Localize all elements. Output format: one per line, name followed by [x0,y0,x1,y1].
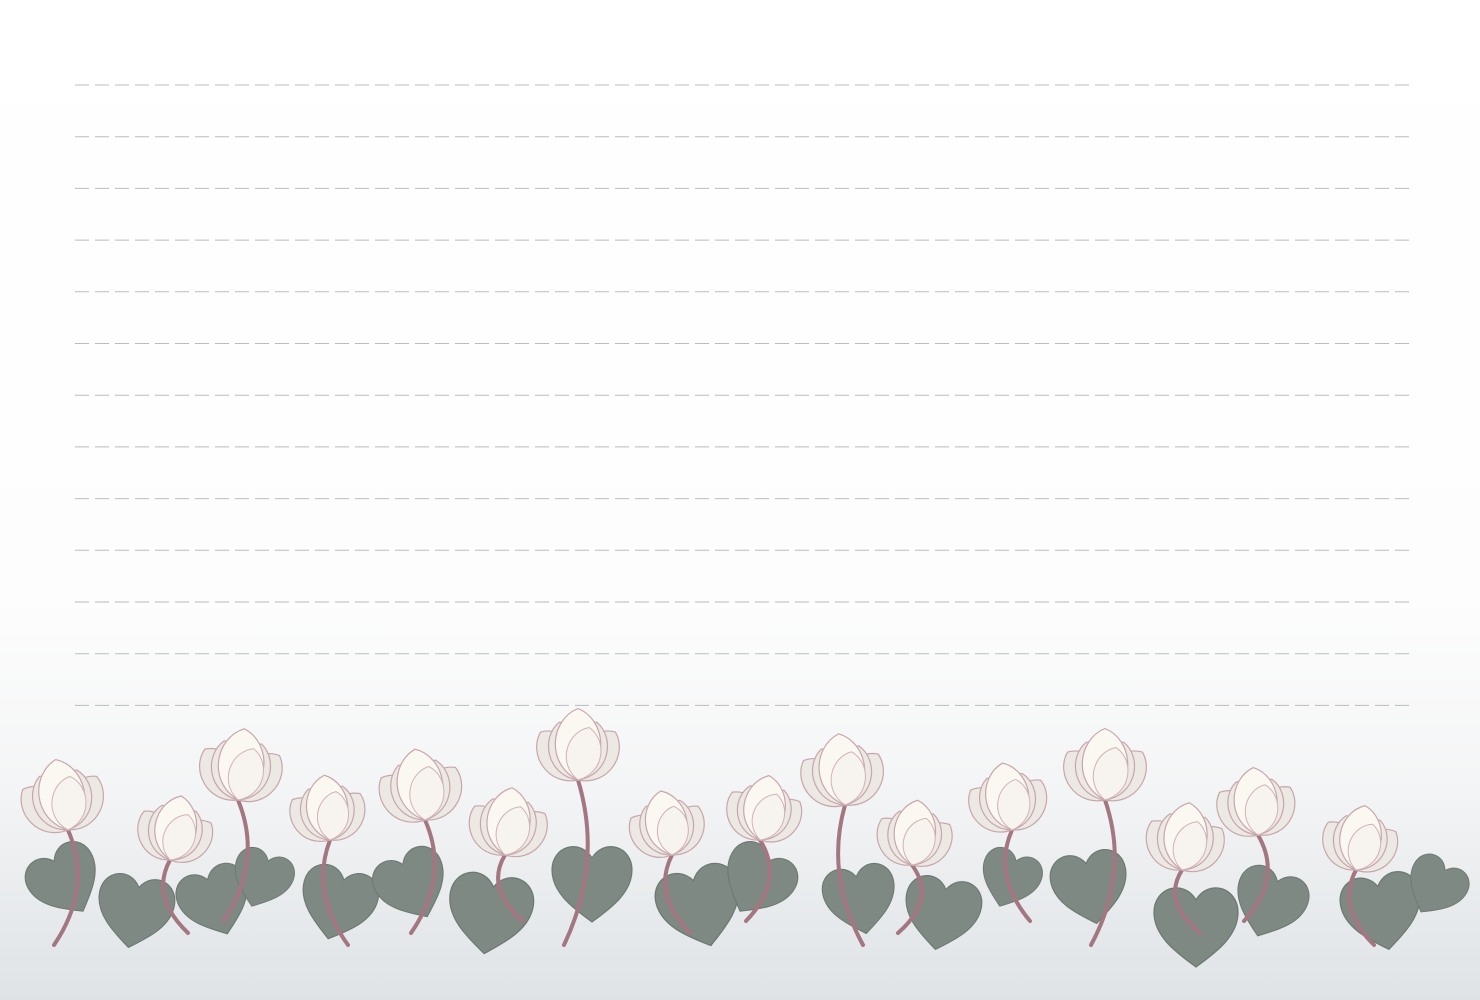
leaf [982,846,1043,907]
flower [1322,804,1399,873]
petal [162,814,197,861]
flower [876,799,953,867]
petal [227,748,264,801]
flower [800,733,884,808]
petal [830,751,866,806]
flowers [20,707,1399,873]
flower [1145,802,1225,873]
leaf [234,846,295,907]
stem [1089,798,1117,947]
ruled-lines [75,84,1412,706]
flower [726,774,803,843]
flower [289,774,366,842]
petal [495,806,531,856]
petal [409,765,445,821]
leaf [1237,864,1310,937]
petal [997,778,1031,831]
stem [496,853,525,923]
stem [896,863,924,935]
petal [1347,823,1382,871]
leaf [654,862,740,947]
petal [51,775,87,831]
petal [902,817,936,866]
flower [628,790,705,858]
flower [468,787,548,858]
stems [52,778,1376,947]
leaf [372,845,444,918]
petal [1244,784,1279,836]
petal [656,805,689,856]
stem [663,853,692,935]
stem [1173,868,1202,935]
flower [968,762,1048,833]
petal [1092,747,1129,801]
stem [409,818,437,935]
stem [161,858,190,935]
leaf [1410,853,1470,913]
leaf [449,871,535,955]
stem [321,838,350,947]
flower [20,758,105,834]
leaf [98,873,176,949]
flower [199,728,283,803]
leaf [905,875,983,951]
stem [52,828,80,947]
stem [1242,833,1270,923]
stem [222,798,250,923]
petal [1172,821,1208,871]
stem [744,838,772,923]
petal [316,791,350,841]
leaf [551,846,633,923]
stem [562,778,590,947]
stem [836,803,865,947]
petal [751,793,786,841]
leaf [727,841,799,912]
flower [378,748,463,823]
flower [137,795,214,863]
flower [1216,766,1296,837]
stem [1347,868,1376,947]
petal [565,727,602,781]
stem [1003,828,1032,923]
flower [1063,727,1147,802]
flower [536,707,620,782]
